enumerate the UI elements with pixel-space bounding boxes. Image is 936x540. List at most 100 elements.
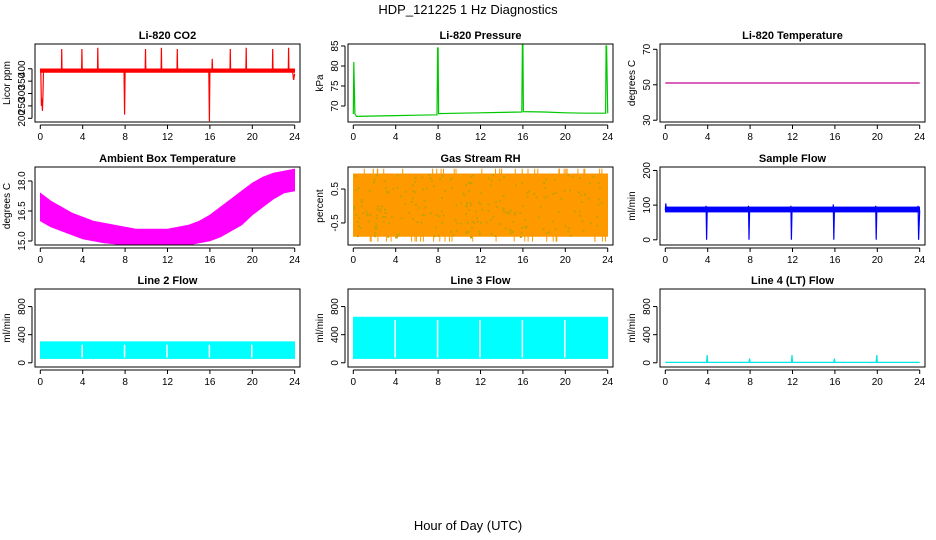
x-tick-label: 16 bbox=[517, 255, 529, 266]
series-line-10 bbox=[229, 48, 232, 71]
y-axis-label: ml/min bbox=[627, 313, 638, 342]
x-tick-label: 12 bbox=[787, 377, 799, 388]
y-tick-label: 80 bbox=[330, 60, 341, 72]
noise-speck bbox=[525, 225, 528, 228]
noise-speck bbox=[355, 213, 358, 216]
noise-speck bbox=[553, 179, 556, 182]
x-tick-label: 24 bbox=[602, 377, 614, 388]
noise-speck bbox=[396, 234, 399, 237]
noise-speck bbox=[567, 230, 570, 233]
x-tick-label: 16 bbox=[204, 132, 216, 143]
series-line-6 bbox=[160, 47, 163, 71]
noise-speck bbox=[476, 220, 479, 223]
y-tick-label: 250 bbox=[17, 97, 28, 114]
noise-speck bbox=[600, 201, 603, 204]
noise-speck bbox=[360, 201, 363, 204]
noise-speck bbox=[597, 198, 600, 201]
noise-speck bbox=[366, 214, 369, 217]
x-tick-label: 24 bbox=[914, 377, 926, 388]
y-tick-label: -0.5 bbox=[330, 214, 341, 232]
y-tick-label: 0 bbox=[17, 360, 28, 366]
noise-speck bbox=[471, 226, 473, 229]
noise-speck bbox=[544, 187, 547, 190]
x-tick-label: 20 bbox=[247, 132, 259, 143]
noise-speck bbox=[435, 214, 438, 217]
x-tick-label: 24 bbox=[602, 255, 614, 266]
noise-speck bbox=[470, 204, 473, 207]
noise-speck bbox=[421, 214, 424, 216]
y-tick-label: 50 bbox=[642, 79, 653, 91]
noise-speck bbox=[356, 235, 359, 238]
noise-speck bbox=[502, 207, 505, 210]
noise-speck bbox=[428, 173, 431, 176]
noise-speck bbox=[527, 190, 530, 193]
plot-area bbox=[40, 168, 295, 245]
y-axis-label: degrees C bbox=[2, 183, 13, 229]
x-tick-label: 24 bbox=[289, 255, 301, 266]
y-tick-label: 100 bbox=[642, 196, 653, 213]
series-line-9 bbox=[211, 58, 214, 71]
noise-speck bbox=[504, 227, 507, 230]
noise-speck bbox=[441, 222, 444, 224]
noise-speck bbox=[577, 191, 580, 194]
noise-speck bbox=[425, 187, 428, 190]
noise-speck bbox=[487, 203, 490, 206]
x-tick-label: 4 bbox=[80, 377, 86, 388]
noise-speck bbox=[354, 175, 357, 178]
x-tick-label: 24 bbox=[289, 132, 301, 143]
noise-speck bbox=[492, 174, 494, 177]
series-line-1 bbox=[60, 48, 63, 71]
noise-speck bbox=[521, 205, 524, 208]
noise-speck bbox=[498, 179, 501, 182]
y-tick-label: 16.5 bbox=[17, 201, 28, 221]
noise-speck bbox=[442, 214, 445, 217]
x-tick-label: 16 bbox=[829, 132, 841, 143]
noise-speck bbox=[423, 199, 426, 202]
y-tick-label: 30 bbox=[642, 114, 653, 126]
noise-speck bbox=[390, 215, 393, 218]
noise-speck bbox=[499, 199, 501, 202]
panel-7: Line 3 Flow ml/min 0 4 8 12 16 20 24 0 400 800 bbox=[315, 275, 614, 388]
noise-speck bbox=[376, 205, 379, 208]
noise-speck bbox=[478, 230, 481, 233]
noise-speck bbox=[359, 226, 362, 229]
series-line-5 bbox=[144, 48, 147, 71]
y-axis-label: ml/min bbox=[627, 191, 638, 220]
y-tick-label: 85 bbox=[330, 40, 341, 52]
noise-speck bbox=[539, 205, 542, 208]
plot-frame bbox=[659, 166, 926, 246]
noise-speck bbox=[386, 192, 389, 194]
noise-speck bbox=[569, 189, 572, 192]
noise-speck bbox=[466, 221, 469, 224]
x-tick-label: 20 bbox=[872, 377, 884, 388]
x-tick-label: 0 bbox=[38, 377, 44, 388]
noise-speck bbox=[375, 227, 378, 230]
noise-speck bbox=[379, 210, 382, 213]
noise-speck bbox=[357, 187, 360, 190]
series-line-8 bbox=[208, 69, 211, 122]
noise-speck bbox=[503, 210, 506, 213]
noise-speck bbox=[557, 210, 560, 213]
noise-speck bbox=[462, 192, 465, 195]
noise-speck bbox=[376, 208, 379, 211]
plot-frame bbox=[659, 43, 926, 123]
x-tick-label: 20 bbox=[872, 132, 884, 143]
noise-speck bbox=[480, 221, 483, 224]
plot-frame bbox=[347, 43, 614, 123]
x-tick-label: 24 bbox=[602, 132, 614, 143]
plot-area bbox=[40, 47, 296, 122]
noise-speck bbox=[396, 186, 399, 189]
noise-speck bbox=[414, 181, 416, 184]
y-axis-label: ml/min bbox=[315, 313, 326, 342]
y-tick-label: 75 bbox=[330, 80, 341, 92]
x-tick-label: 24 bbox=[914, 255, 926, 266]
noise-speck bbox=[494, 200, 497, 203]
series-line-0 bbox=[352, 44, 609, 118]
noise-speck bbox=[387, 222, 390, 225]
noise-speck bbox=[560, 198, 563, 200]
y-tick-label: 800 bbox=[17, 298, 28, 315]
plot-frame bbox=[347, 166, 614, 246]
noise-speck bbox=[512, 231, 514, 234]
x-tick-label: 8 bbox=[747, 132, 753, 143]
noise-speck bbox=[508, 212, 511, 215]
